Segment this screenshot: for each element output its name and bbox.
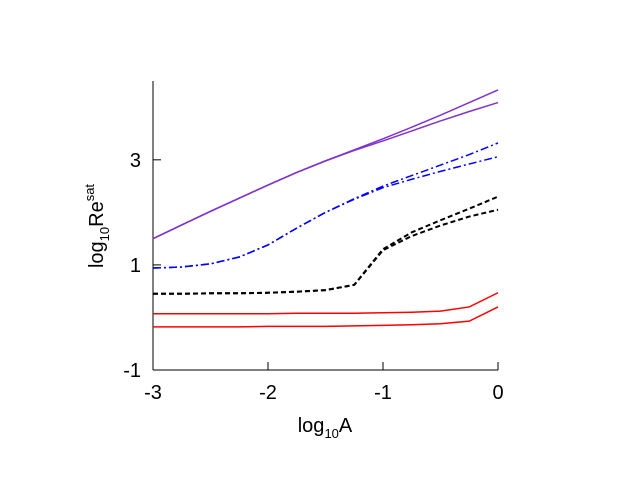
y-tick-label: 1	[130, 255, 141, 277]
series-line	[152, 142, 499, 269]
series-line	[153, 292, 499, 315]
y-tick-label: -1	[123, 360, 141, 382]
y-axis-label: log10Resat	[82, 184, 112, 268]
x-tick-label: -2	[259, 382, 277, 404]
y-tick-label: 3	[130, 150, 141, 172]
series-line	[153, 208, 499, 295]
x-tick-label: -3	[144, 382, 162, 404]
series-line	[153, 195, 499, 295]
x-axis-label: log10A	[298, 415, 353, 441]
series-line	[152, 89, 499, 240]
series-line	[152, 101, 499, 240]
x-tick-label: -1	[374, 382, 392, 404]
x-tick-label: 0	[492, 382, 503, 404]
series-line	[152, 155, 499, 269]
series-line	[153, 306, 499, 328]
